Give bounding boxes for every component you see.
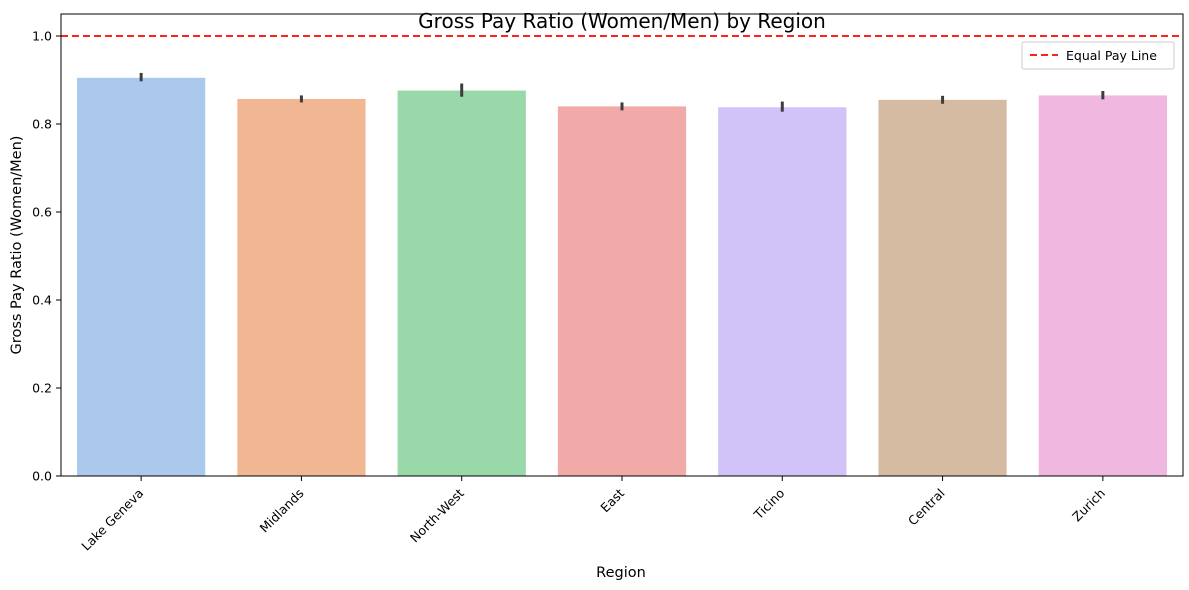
y-axis-label: Gross Pay Ratio (Women/Men) (9, 136, 25, 355)
bar-midlands (237, 98, 366, 477)
legend: Equal Pay Line (1021, 41, 1175, 70)
bar-ticino (718, 107, 847, 476)
y-tick-label: 1.0 (32, 29, 52, 44)
y-tick-label: 0.0 (32, 469, 52, 484)
y-tick-label: 0.4 (32, 293, 52, 308)
y-tick-label: 0.8 (32, 117, 52, 132)
bars-layer (77, 77, 1167, 477)
y-tick-label: 0.6 (32, 205, 52, 220)
chart-title: Gross Pay Ratio (Women/Men) by Region (418, 9, 826, 33)
x-tick-label: Central (905, 486, 948, 529)
bar-east (557, 106, 687, 477)
bar-central (878, 99, 1007, 477)
bar-zurich (1038, 95, 1167, 477)
x-tick-label: Lake Geneva (78, 486, 146, 554)
y-axis-ticks: 0.0 0.2 0.4 0.6 0.8 1.0 (32, 29, 61, 484)
x-tick-label: Ticino (750, 486, 787, 523)
y-tick-label: 0.2 (32, 381, 52, 396)
legend-label-equal-pay-line: Equal Pay Line (1066, 48, 1157, 63)
x-tick-label: North-West (407, 485, 467, 545)
x-axis-label: Region (596, 565, 646, 581)
error-bars-layer (139, 72, 1105, 112)
x-tick-label: East (597, 485, 627, 515)
bar-north-west (397, 90, 526, 476)
x-tick-label: Zurich (1069, 486, 1108, 525)
legend-box (1021, 41, 1175, 70)
bar-lake-geneva (77, 77, 206, 477)
x-tick-label: Midlands (257, 486, 307, 536)
x-axis-ticks: Lake Geneva Midlands North-West East Ticino C… (78, 476, 1108, 553)
